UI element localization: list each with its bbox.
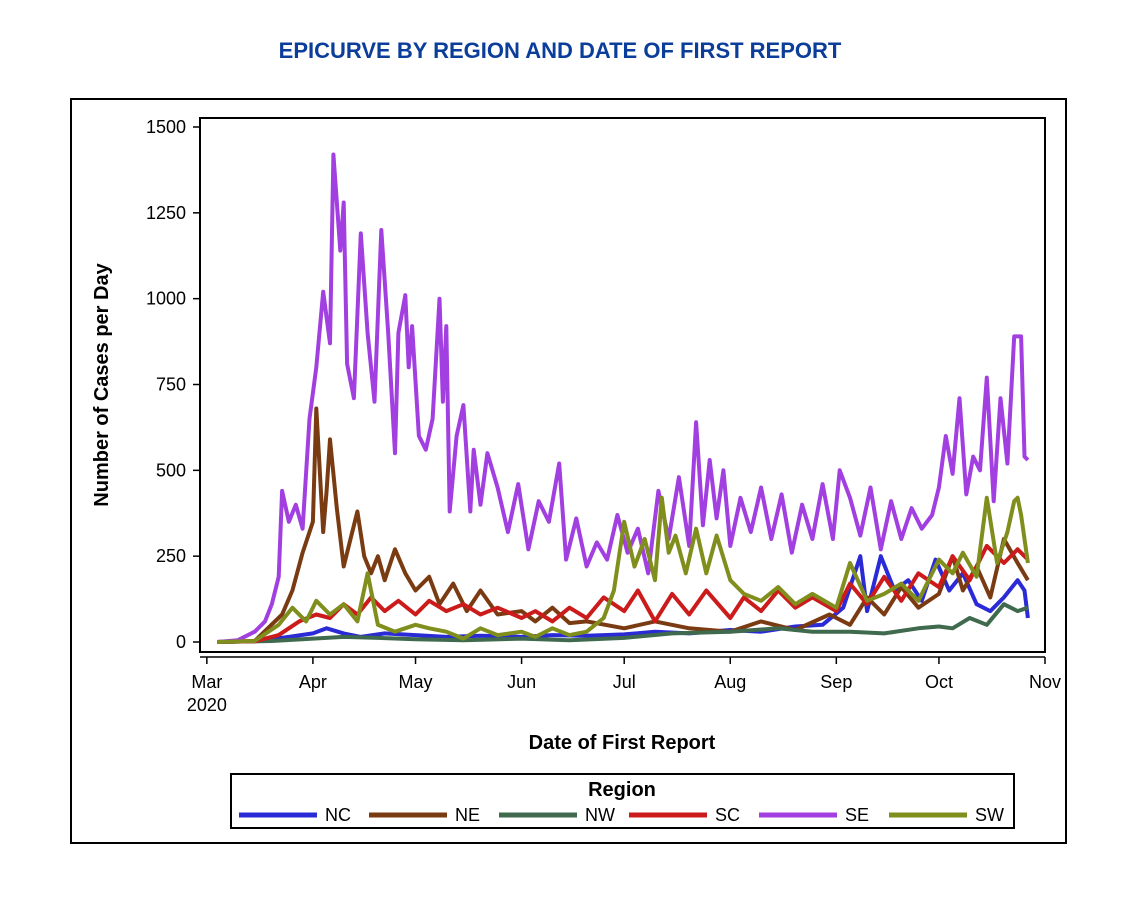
chart-frame — [70, 98, 1067, 844]
y-tick-label: 1250 — [146, 203, 186, 223]
series-line-sc — [217, 543, 1030, 644]
chart-title: EPICURVE BY REGION AND DATE OF FIRST REP… — [278, 38, 842, 63]
series-line-sw — [217, 495, 1030, 644]
y-tick-label: 0 — [176, 632, 186, 652]
x-tick-label: Nov — [1029, 672, 1061, 692]
x-tick-label: Apr — [299, 672, 327, 692]
legend-box — [230, 773, 1015, 829]
y-tick-label: 500 — [156, 460, 186, 480]
y-axis-title: Number of Cases per Day — [91, 262, 113, 506]
x-tick-label: Aug — [714, 672, 746, 692]
y-tick-label: 250 — [156, 546, 186, 566]
series-line-se — [216, 152, 1030, 644]
legend-label-nc: NC — [325, 805, 351, 825]
x-tick-label: Mar — [191, 672, 222, 692]
x-tick-label: May — [399, 672, 433, 692]
x-tick-label: Sep — [820, 672, 852, 692]
legend-items: NC NE NW SC SE SW — [239, 805, 1004, 825]
legend-label-se: SE — [845, 805, 869, 825]
legend-label-sc: SC — [715, 805, 740, 825]
x-axis-title: Date of First Report — [529, 732, 716, 754]
x-tick-sublabel: 2020 — [187, 695, 227, 715]
y-tick-label: 1500 — [146, 117, 186, 137]
y-axis-ticks: 0 250 500 750 1000 1250 1500 — [146, 117, 200, 652]
series-lines — [216, 152, 1030, 644]
x-axis-ticks: Mar 2020 Apr May Jun Jul Aug Sep Oct Nov — [187, 657, 1061, 715]
x-tick-label: Jun — [507, 672, 536, 692]
legend-label-sw: SW — [975, 805, 1004, 825]
legend-title: Region — [588, 779, 656, 801]
x-tick-label: Jul — [613, 672, 636, 692]
y-tick-label: 750 — [156, 375, 186, 395]
legend-label-nw: NW — [585, 805, 615, 825]
series-line-nw — [217, 602, 1029, 644]
x-tick-label: Oct — [925, 672, 953, 692]
series-line-ne — [217, 406, 1030, 644]
y-tick-label: 1000 — [146, 289, 186, 309]
legend-label-ne: NE — [455, 805, 480, 825]
